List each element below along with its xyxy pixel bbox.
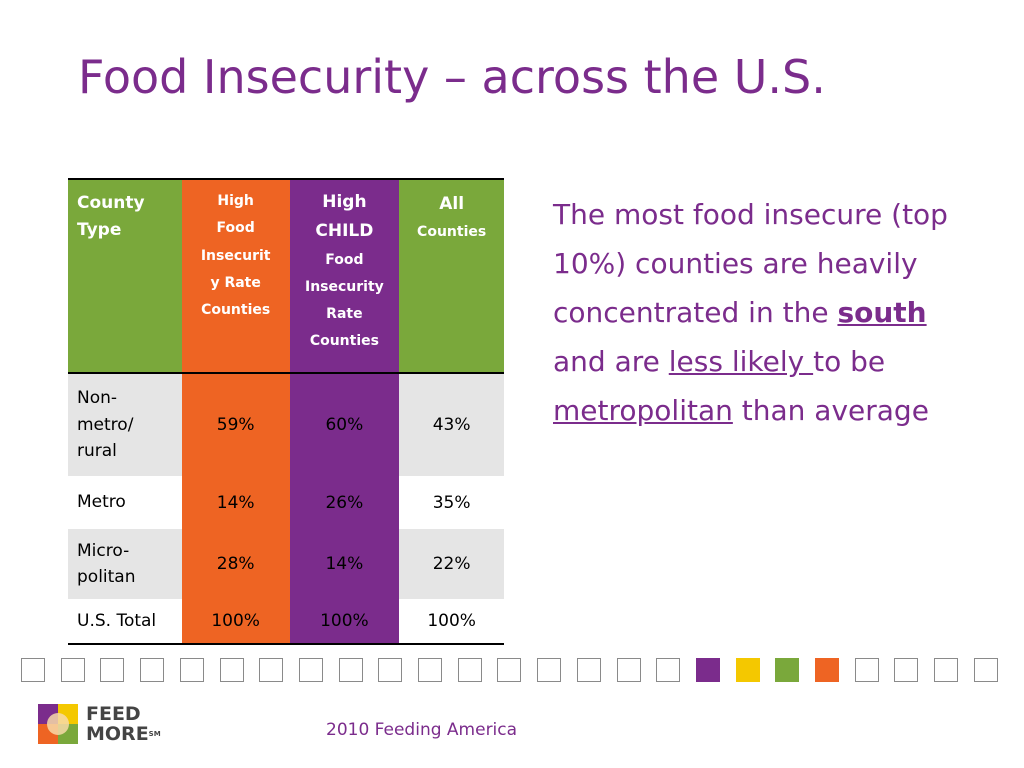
cell-high-child: 26% — [289, 476, 400, 529]
header-all-counties: All Counties — [399, 179, 504, 373]
decorative-square — [616, 658, 641, 682]
decorative-square — [21, 658, 45, 682]
decorative-square — [378, 658, 403, 682]
header-high-child-food-insecurity: High CHILD Food Insecurity Rate Counties — [289, 179, 400, 373]
decorative-square — [497, 658, 522, 682]
table-row: U.S. Total 100% 100% 100% — [68, 599, 504, 644]
header-high-food-insecurity: High Food Insecurit y Rate Counties — [181, 179, 290, 373]
cell-all: 22% — [399, 529, 504, 599]
decorative-square — [656, 658, 681, 682]
decorative-square — [418, 658, 442, 682]
table-row: Micro- politan 28% 14% 22% — [68, 529, 504, 599]
table-row: Metro 14% 26% 35% — [68, 476, 504, 529]
decorative-square — [854, 658, 879, 682]
decorative-square — [576, 658, 601, 682]
decorative-square — [894, 658, 919, 682]
decorative-square — [973, 658, 998, 682]
decorative-square — [775, 658, 800, 682]
decorative-square — [179, 658, 204, 682]
cell-high-food: 14% — [181, 476, 290, 529]
feed-more-logo-icon — [38, 704, 78, 744]
cell-all: 100% — [427, 611, 476, 631]
emphasis-less-likely: less likely — [668, 345, 814, 378]
feed-more-wordmark: FEED MORESM — [86, 703, 161, 745]
decorative-square — [100, 658, 125, 682]
emphasis-metropolitan: metropolitan — [553, 394, 733, 427]
cell-high-food: 100% — [181, 599, 290, 644]
cell-high-food: 28% — [181, 529, 290, 599]
header-county-type: County Type — [68, 179, 182, 373]
decorative-square — [537, 658, 562, 682]
footer-credit: 2010 Feeding America — [326, 720, 518, 740]
row-label: Non- metro/ rural — [68, 373, 182, 476]
decorative-square — [60, 658, 85, 682]
decorative-square — [219, 658, 244, 682]
decorative-square — [735, 658, 760, 682]
decorative-square — [338, 658, 363, 682]
decorative-square — [140, 658, 165, 682]
cell-all: 43% — [399, 373, 504, 476]
decorative-square — [298, 658, 323, 682]
county-type-table: County Type High Food Insecurit y Rate C… — [68, 178, 504, 645]
cell-high-food: 59% — [181, 373, 290, 476]
summary-text: The most food insecure (top 10%) countie… — [553, 198, 948, 427]
row-label: Metro — [77, 492, 126, 513]
slide-title: Food Insecurity – across the U.S. — [78, 50, 826, 104]
table-header-row: County Type High Food Insecurit y Rate C… — [68, 179, 504, 373]
cell-all: 35% — [432, 492, 471, 513]
cell-high-child: 60% — [289, 373, 400, 476]
emphasis-south: south — [837, 296, 927, 329]
decorative-square — [695, 658, 720, 682]
cell-high-child: 100% — [289, 599, 400, 644]
decorative-square — [457, 658, 482, 682]
row-label: Micro- politan — [68, 529, 182, 599]
decorative-square — [934, 658, 959, 682]
decorative-square — [259, 658, 284, 682]
cell-high-child: 14% — [289, 529, 400, 599]
row-label: U.S. Total — [77, 610, 157, 631]
decorative-square — [815, 658, 839, 682]
table-row: Non- metro/ rural 59% 60% 43% — [68, 373, 504, 476]
